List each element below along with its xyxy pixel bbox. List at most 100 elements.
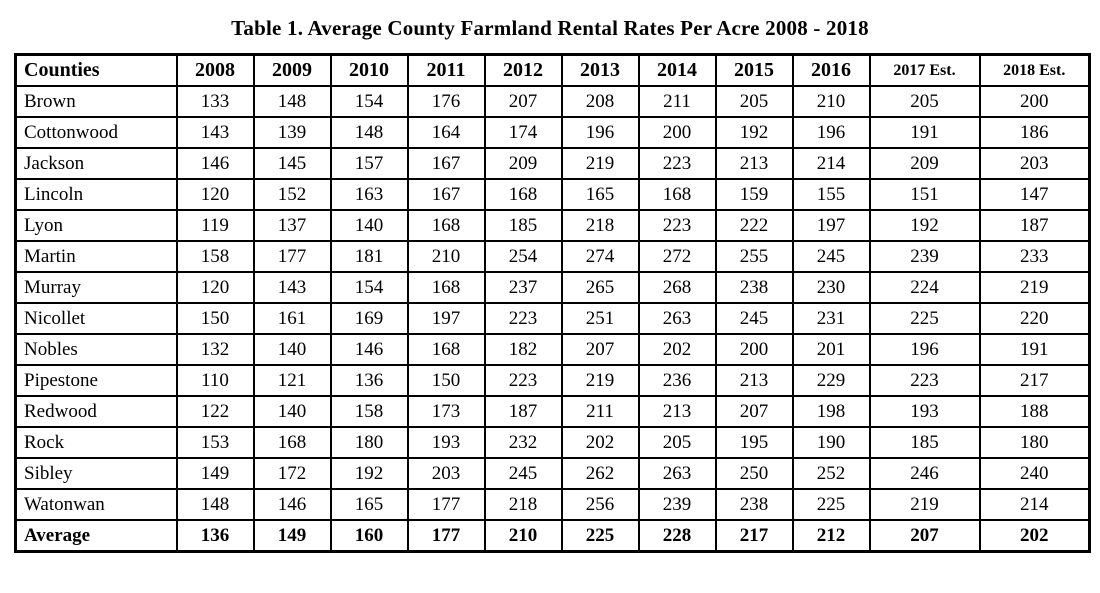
rate-value: 119 — [175, 209, 255, 242]
county-name: Rock — [14, 426, 178, 459]
rate-value: 136 — [329, 364, 409, 397]
rate-value: 161 — [252, 302, 332, 335]
rate-value: 149 — [252, 519, 332, 553]
header-2018-est: 2018 Est. — [978, 53, 1091, 87]
rate-value: 196 — [791, 116, 871, 149]
rate-value: 182 — [483, 333, 563, 366]
rate-value: 145 — [252, 147, 332, 180]
rate-value: 167 — [406, 147, 486, 180]
rate-value: 214 — [978, 488, 1091, 521]
rate-value: 168 — [406, 333, 486, 366]
rate-value: 268 — [637, 271, 717, 304]
rate-value: 177 — [406, 519, 486, 553]
rate-value: 188 — [978, 395, 1091, 428]
rate-value: 180 — [329, 426, 409, 459]
header-2015: 2015 — [714, 53, 794, 87]
rate-value: 238 — [714, 271, 794, 304]
rate-value: 147 — [978, 178, 1091, 211]
rate-value: 219 — [978, 271, 1091, 304]
rate-value: 231 — [791, 302, 871, 335]
rate-value: 150 — [406, 364, 486, 397]
rate-value: 148 — [252, 85, 332, 118]
rate-value: 203 — [406, 457, 486, 490]
rate-value: 213 — [637, 395, 717, 428]
rate-value: 150 — [175, 302, 255, 335]
rate-value: 146 — [252, 488, 332, 521]
rate-value: 225 — [791, 488, 871, 521]
rate-value: 121 — [252, 364, 332, 397]
rate-value: 254 — [483, 240, 563, 273]
rate-value: 168 — [483, 178, 563, 211]
rate-value: 193 — [406, 426, 486, 459]
table-row: Lyon 119 137 140 168 185 218 223 222 197 192 187 — [14, 209, 1091, 242]
county-name: Murray — [14, 271, 178, 304]
rate-value: 153 — [175, 426, 255, 459]
rate-value: 157 — [329, 147, 409, 180]
county-name: Martin — [14, 240, 178, 273]
rate-value: 211 — [637, 85, 717, 118]
rate-value: 255 — [714, 240, 794, 273]
rate-value: 110 — [175, 364, 255, 397]
rate-value: 265 — [560, 271, 640, 304]
rate-value: 177 — [406, 488, 486, 521]
county-name: Lincoln — [14, 178, 178, 211]
rate-value: 197 — [406, 302, 486, 335]
rate-value: 210 — [483, 519, 563, 553]
header-2014: 2014 — [637, 53, 717, 87]
county-name: Nicollet — [14, 302, 178, 335]
table-row: Jackson 146 145 157 167 209 219 223 213 214 209 203 — [14, 147, 1091, 180]
rate-value: 219 — [560, 364, 640, 397]
rate-value: 137 — [252, 209, 332, 242]
rate-value: 160 — [329, 519, 409, 553]
rate-value: 205 — [714, 85, 794, 118]
rate-value: 220 — [978, 302, 1091, 335]
rate-value: 211 — [560, 395, 640, 428]
table-header: Counties 2008 2009 2010 2011 2012 2013 2014 2015… — [14, 53, 1091, 87]
rate-value: 168 — [637, 178, 717, 211]
rate-value: 209 — [483, 147, 563, 180]
table-row: Pipestone 110 121 136 150 223 219 236 213 229 223 2… — [14, 364, 1091, 397]
rate-value: 168 — [406, 209, 486, 242]
rate-value: 239 — [637, 488, 717, 521]
rate-value: 168 — [406, 271, 486, 304]
rate-value: 136 — [175, 519, 255, 553]
farmland-rental-rates-table: Counties 2008 2009 2010 2011 2012 2013 2014 2015… — [14, 53, 1091, 553]
rate-value: 205 — [868, 85, 981, 118]
table-row: Murray 120 143 154 168 237 265 268 238 230 224 219 — [14, 271, 1091, 304]
header-row: Counties 2008 2009 2010 2011 2012 2013 2014 2015… — [14, 53, 1091, 87]
rate-value: 146 — [175, 147, 255, 180]
rate-value: 154 — [329, 271, 409, 304]
rate-value: 223 — [483, 364, 563, 397]
rate-value: 195 — [714, 426, 794, 459]
rate-value: 177 — [252, 240, 332, 273]
rate-value: 213 — [714, 364, 794, 397]
rate-value: 245 — [483, 457, 563, 490]
rate-value: 165 — [560, 178, 640, 211]
rate-value: 202 — [978, 519, 1091, 553]
rate-value: 192 — [714, 116, 794, 149]
table-row: Watonwan 148 146 165 177 218 256 239 238 225 219 21… — [14, 488, 1091, 521]
rate-value: 176 — [406, 85, 486, 118]
rate-value: 219 — [560, 147, 640, 180]
rate-value: 218 — [560, 209, 640, 242]
table-row: Martin 158 177 181 210 254 274 272 255 245 239 233 — [14, 240, 1091, 273]
rate-value: 245 — [714, 302, 794, 335]
rate-value: 207 — [483, 85, 563, 118]
rate-value: 187 — [483, 395, 563, 428]
county-name: Brown — [14, 85, 178, 118]
rate-value: 165 — [329, 488, 409, 521]
rate-value: 172 — [252, 457, 332, 490]
rate-value: 208 — [560, 85, 640, 118]
header-2008: 2008 — [175, 53, 255, 87]
rate-value: 133 — [175, 85, 255, 118]
rate-value: 143 — [252, 271, 332, 304]
rate-value: 146 — [329, 333, 409, 366]
rate-value: 218 — [483, 488, 563, 521]
table-title: Table 1. Average County Farmland Rental … — [231, 16, 869, 40]
rate-value: 180 — [978, 426, 1091, 459]
rate-value: 140 — [252, 395, 332, 428]
rate-value: 207 — [868, 519, 981, 553]
rate-value: 240 — [978, 457, 1091, 490]
rate-value: 154 — [329, 85, 409, 118]
rate-value: 192 — [868, 209, 981, 242]
